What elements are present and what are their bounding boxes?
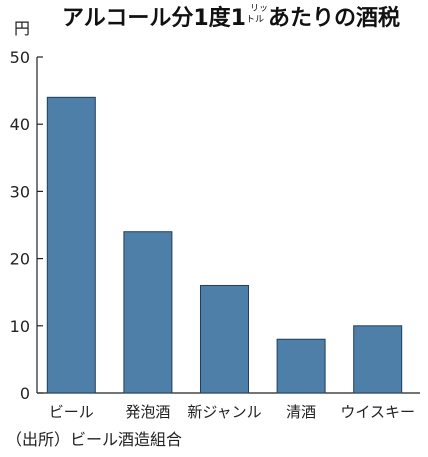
bar: [46, 96, 96, 394]
bar: [123, 231, 173, 394]
title-unit-top: リッ: [249, 4, 268, 14]
x-tick-label: ビール: [49, 403, 94, 421]
y-tick-label: 10: [10, 317, 30, 336]
y-tick-label: 20: [10, 250, 30, 269]
title-unit-liter: リッ トル: [246, 4, 268, 26]
title-rest: あたりの酒税: [267, 6, 400, 31]
x-tick-label: 清酒: [286, 403, 316, 421]
y-tick-label: 30: [10, 182, 30, 201]
x-tick-label: 発泡酒: [125, 403, 170, 421]
y-tick-label: 40: [10, 115, 30, 134]
chart-title: アルコール分1度1 リッ トル あたりの酒税: [62, 4, 400, 34]
y-tick-label: 50: [10, 48, 30, 67]
x-tick-label: 新ジャンル: [187, 403, 261, 421]
title-unit-bottom: トル: [245, 15, 264, 25]
x-tick-label: ウイスキー: [340, 403, 415, 421]
source-note: （出所）ビール酒造組合: [6, 430, 183, 449]
bar: [200, 284, 249, 394]
y-tick-label: 0: [20, 384, 30, 403]
y-axis-unit-label: 円: [14, 19, 31, 38]
bar: [353, 325, 403, 394]
bar: [276, 338, 326, 394]
title-main: アルコール分1度1: [62, 6, 246, 31]
